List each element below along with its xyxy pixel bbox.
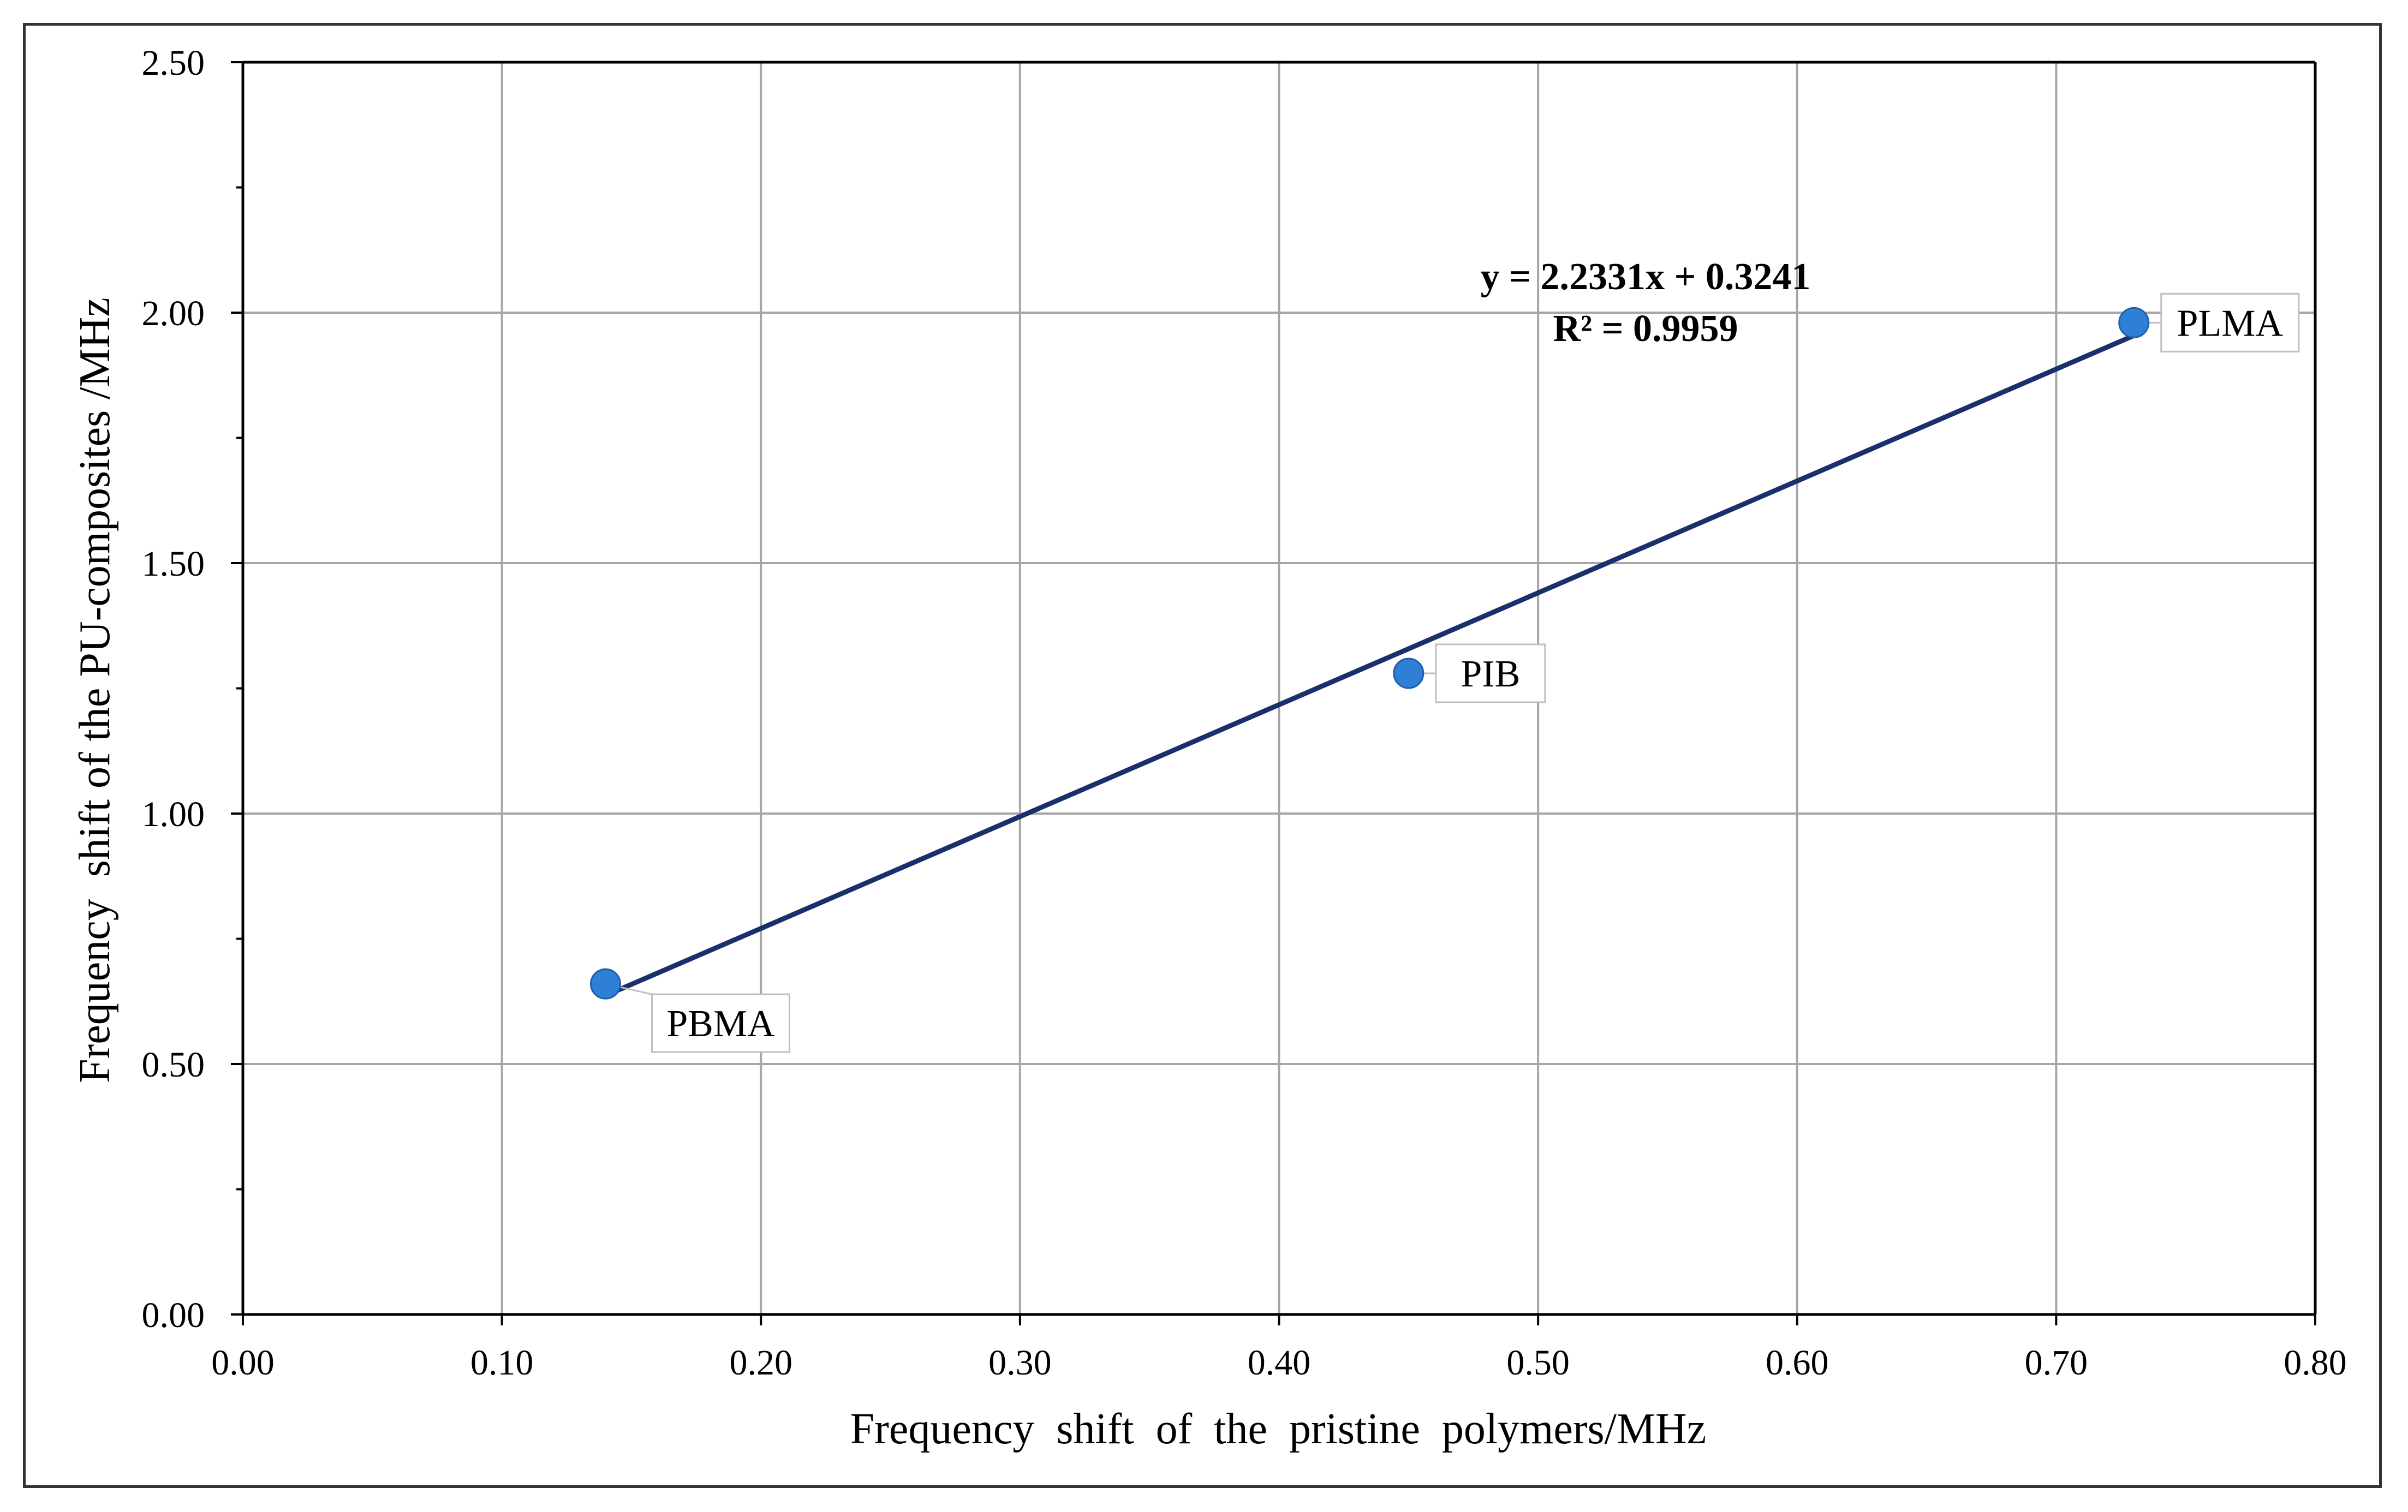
chart-frame: [23, 23, 2382, 1488]
tick-labels: 0.00 0.50 1.00 1.50 2.00 2.50 0.00 0.10 0.20 0.30…: [142, 43, 2347, 1383]
x-tick-label: 0.50: [1506, 1343, 1570, 1383]
y-tick-label: 0.00: [142, 1295, 205, 1335]
x-axis-title: Frequency shift of the pristine polymers…: [850, 1405, 1707, 1453]
x-tick-label: 0.70: [2025, 1343, 2088, 1383]
trendline: [604, 333, 2135, 998]
trendline-equation: y = 2.2331x + 0.3241: [1481, 256, 1811, 298]
data-point-marker: [589, 968, 621, 1000]
trendline-r2: R² = 0.9959: [1553, 308, 1738, 350]
y-tick-label: 2.00: [142, 294, 205, 333]
data-points: PBMA PIB PLMA: [589, 292, 2300, 1053]
y-axis-title: Frequency shift of the PU-composites /MH…: [71, 297, 119, 1083]
y-tick-label: 0.50: [142, 1045, 205, 1085]
x-tick-label: 0.20: [730, 1343, 793, 1383]
x-tick-label: 0.00: [211, 1343, 275, 1383]
x-tick-label: 0.10: [470, 1343, 534, 1383]
point-label: PBMA: [666, 1003, 775, 1045]
y-tick-label: 2.50: [142, 43, 205, 83]
data-point-marker: [1393, 658, 1424, 689]
x-tick-label: 0.80: [2284, 1343, 2347, 1383]
point-label-box: [651, 993, 790, 1053]
point-label: PIB: [1461, 653, 1520, 695]
point-label-box: [1435, 643, 1546, 703]
y-tick-label: 1.00: [142, 794, 205, 834]
axes: [231, 61, 2316, 1325]
x-tick-label: 0.30: [988, 1343, 1052, 1383]
y-tick-label: 1.50: [142, 544, 205, 584]
grid: [243, 61, 2317, 1314]
data-point-marker: [2118, 307, 2150, 338]
x-tick-label: 0.40: [1248, 1343, 1311, 1383]
point-label: PLMA: [2177, 302, 2284, 344]
x-tick-label: 0.60: [1766, 1343, 1829, 1383]
point-label-box: [2160, 292, 2300, 352]
